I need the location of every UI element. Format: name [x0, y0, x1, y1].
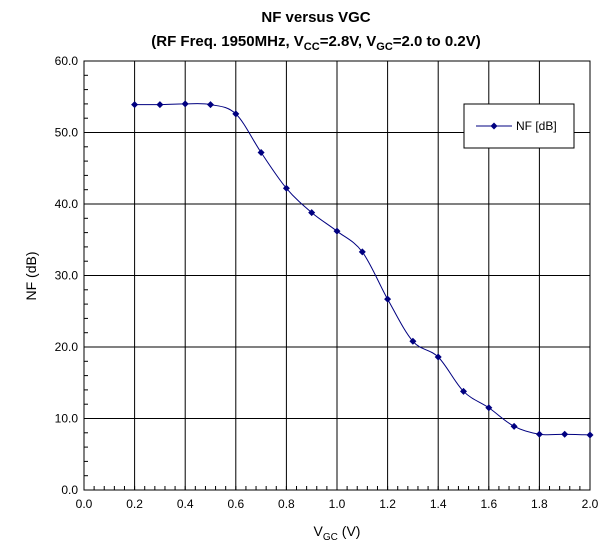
subtitle-subscript-gc: GC: [376, 41, 393, 53]
x-tick-label: 0.4: [177, 497, 194, 511]
chart-title: NF versus VGC: [261, 9, 370, 26]
x-tick-label: 1.4: [430, 497, 447, 511]
x-tick-label: 0.2: [126, 497, 143, 511]
x-tick-label: 0.8: [278, 497, 295, 511]
y-tick-label: 40.0: [55, 197, 79, 211]
subtitle-part-post: =2.0 to 0.2V): [393, 33, 481, 50]
y-axis-label: NF (dB): [23, 252, 39, 301]
x-tick-label: 1.8: [531, 497, 548, 511]
y-tick-label: 30.0: [55, 269, 79, 283]
y-tick-label: 10.0: [55, 412, 79, 426]
legend-label: NF [dB]: [516, 119, 557, 133]
legend: NF [dB]: [464, 104, 574, 148]
subtitle-part-pre: (RF Freq. 1950MHz, V: [151, 33, 304, 50]
x-axis-label-sub: GC: [323, 532, 338, 543]
subtitle-part-mid: =2.8V, V: [320, 33, 377, 50]
x-tick-label: 0.6: [227, 497, 244, 511]
subtitle-subscript-cc: CC: [304, 41, 320, 53]
x-tick-label: 1.2: [379, 497, 396, 511]
y-tick-label: 20.0: [55, 340, 79, 354]
x-tick-labels: 0.0 0.2 0.4 0.6 0.8 1.0 1.2 1.4 1.6 1.8 2.0: [76, 497, 599, 511]
x-tick-label: 0.0: [76, 497, 93, 511]
x-tick-label: 2.0: [582, 497, 599, 511]
y-tick-label: 50.0: [55, 126, 79, 140]
y-tick-label: 60.0: [55, 54, 79, 68]
x-axis-label: VGC (V): [314, 523, 361, 543]
x-axis-label-post: (V): [338, 523, 361, 539]
chart-subtitle: (RF Freq. 1950MHz, VCC=2.8V, VGC=2.0 to …: [151, 33, 481, 53]
x-tick-label: 1.0: [329, 497, 346, 511]
y-tick-label: 0.0: [61, 483, 78, 497]
y-tick-labels: 0.0 10.0 20.0 30.0 40.0 50.0 60.0: [55, 54, 79, 497]
x-tick-label: 1.6: [480, 497, 497, 511]
